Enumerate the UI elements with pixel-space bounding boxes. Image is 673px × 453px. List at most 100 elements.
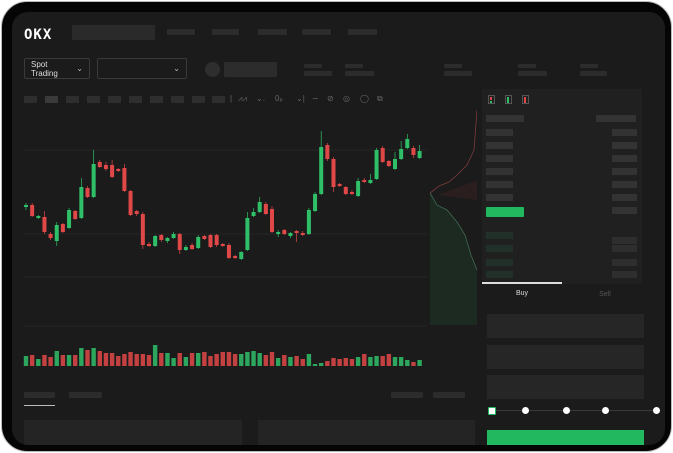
timeframe-button[interactable] xyxy=(212,96,225,103)
volume-bar xyxy=(232,354,238,366)
stat-label xyxy=(304,64,322,68)
ask-size xyxy=(612,181,637,188)
volume-bar xyxy=(36,359,41,366)
volume-bar xyxy=(362,354,367,366)
candle-body xyxy=(368,180,373,183)
volume-bar xyxy=(42,355,47,366)
timeframe-button[interactable] xyxy=(192,96,205,103)
slider-step[interactable] xyxy=(563,407,570,414)
search-bar[interactable] xyxy=(72,25,155,40)
nav-item[interactable] xyxy=(212,29,239,35)
volume-bar xyxy=(306,354,312,366)
orderbook-asks-icon[interactable] xyxy=(522,95,529,104)
candle-body xyxy=(190,245,195,249)
last-price xyxy=(486,207,524,217)
nav-item[interactable] xyxy=(348,29,377,35)
ask-size xyxy=(612,194,637,201)
volume-bar xyxy=(140,354,146,366)
candle-body xyxy=(122,168,127,191)
timeframe-button[interactable] xyxy=(24,96,37,103)
candle-body xyxy=(42,217,47,232)
timeframe-button[interactable] xyxy=(45,96,58,103)
settings-icon[interactable]: ⧉ xyxy=(377,94,383,103)
market-type-dropdown[interactable]: Spot Trading ⌄ xyxy=(24,58,90,79)
indicator-icon[interactable]: ⌄. xyxy=(256,94,265,103)
indicator-icon[interactable]: ⩘⩘ xyxy=(238,94,248,103)
settings-icon[interactable]: ◎ xyxy=(343,94,350,103)
timeframe-button[interactable] xyxy=(171,96,184,103)
indicator-icon[interactable]: 0ₚ xyxy=(275,94,283,103)
volume-bar xyxy=(189,353,195,366)
candle-body xyxy=(128,191,133,215)
tab-sell[interactable]: Sell xyxy=(599,291,611,298)
ask-size xyxy=(612,129,637,136)
buy-button[interactable] xyxy=(487,430,644,445)
stat-value xyxy=(444,71,472,76)
nav-item[interactable] xyxy=(167,29,195,35)
bid-size xyxy=(612,237,637,244)
orderbook-both-icon[interactable] xyxy=(488,95,495,104)
candlestick-chart[interactable] xyxy=(12,12,482,382)
market-type-label: Spot Trading xyxy=(31,59,58,78)
leverage-slider[interactable] xyxy=(492,410,657,411)
depth-bids xyxy=(430,193,477,325)
price-input[interactable] xyxy=(487,314,644,338)
nav-item[interactable] xyxy=(302,29,331,35)
settings-icon[interactable]: ◯ xyxy=(360,94,369,103)
timeframe-button[interactable] xyxy=(108,96,121,103)
candle-body xyxy=(399,149,404,159)
volume-bar xyxy=(331,358,336,366)
candle-body xyxy=(220,244,225,246)
volume-bar xyxy=(257,353,262,366)
ask-size xyxy=(612,168,637,175)
nav-item[interactable] xyxy=(258,29,287,35)
slider-handle[interactable] xyxy=(488,407,496,415)
candle-body xyxy=(171,234,176,238)
drawing-icon[interactable]: ⊘ xyxy=(327,94,334,103)
volume-bar xyxy=(159,353,164,366)
timeframe-button[interactable] xyxy=(150,96,163,103)
stat-value xyxy=(580,71,607,76)
timeframe-button[interactable] xyxy=(66,96,79,103)
candle-body xyxy=(85,188,90,197)
candle-body xyxy=(233,256,238,258)
candle-body xyxy=(24,205,28,207)
slider-step[interactable] xyxy=(602,407,609,414)
volume-bar xyxy=(386,354,392,366)
tab-buy[interactable]: Buy xyxy=(515,290,529,297)
candle-body xyxy=(97,162,102,167)
volume-bar xyxy=(128,352,133,366)
tab-history[interactable] xyxy=(69,392,102,398)
timeframe-button[interactable] xyxy=(87,96,100,103)
bid-price xyxy=(486,259,513,266)
candle-body xyxy=(110,165,115,177)
candle-body xyxy=(245,218,250,250)
slider-step[interactable] xyxy=(522,407,529,414)
volume-bar xyxy=(349,359,355,366)
amount-input[interactable] xyxy=(487,345,644,369)
candle-body xyxy=(405,139,410,148)
pair-dropdown[interactable]: ⌄ xyxy=(97,58,187,79)
candle-body xyxy=(300,233,305,235)
volume-bar xyxy=(319,363,324,366)
volume-bar xyxy=(109,353,115,366)
volume-bar xyxy=(134,354,139,366)
bid-size xyxy=(612,271,637,278)
timeframe-button[interactable] xyxy=(129,96,142,103)
okx-logo[interactable]: OKX xyxy=(24,27,53,43)
tab-open-orders[interactable] xyxy=(24,392,55,398)
indicator-icon[interactable]: ⌄| xyxy=(296,94,305,103)
indicator-icon[interactable]: | xyxy=(230,94,233,103)
volume-bar xyxy=(48,357,53,366)
orderbook-bids-icon[interactable] xyxy=(505,95,512,104)
candle-body xyxy=(226,245,231,258)
candle-body xyxy=(67,210,72,228)
candle-body xyxy=(214,235,219,245)
slider-step[interactable] xyxy=(653,407,660,414)
total-input[interactable] xyxy=(487,375,644,399)
ask-size xyxy=(612,155,637,162)
bottom-action[interactable] xyxy=(433,392,465,398)
drawing-icon[interactable]: ∼ xyxy=(312,94,319,103)
candle-body xyxy=(374,150,379,179)
bottom-action[interactable] xyxy=(391,392,423,398)
